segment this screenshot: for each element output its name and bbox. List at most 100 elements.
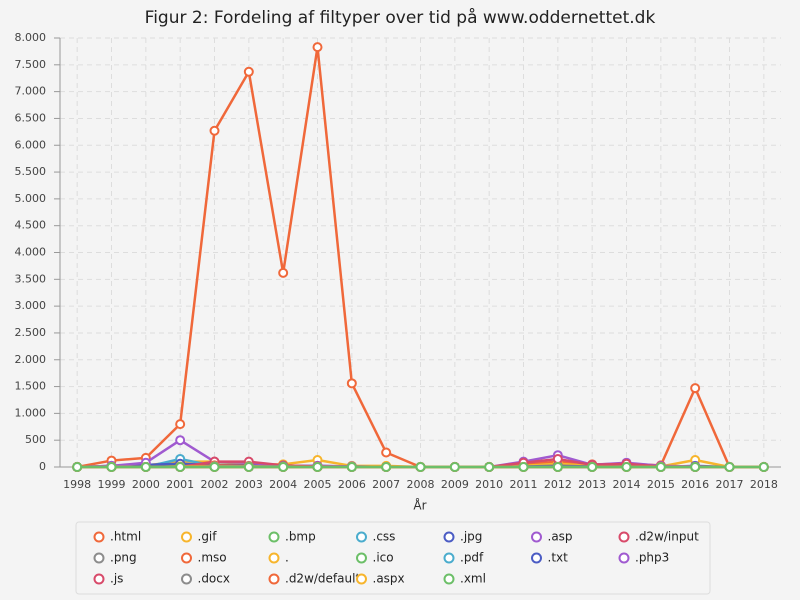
data-point [175, 435, 186, 446]
y-tick-label: 1.500 [15, 380, 47, 393]
x-tick-label: 2018 [750, 478, 778, 491]
x-tick-label: 2001 [166, 478, 194, 491]
data-point [346, 462, 357, 472]
data-point [621, 462, 632, 472]
y-tick-label: 2.500 [15, 326, 47, 339]
legend-marker [618, 552, 630, 564]
x-tick-label: 2003 [235, 478, 263, 491]
data-point [278, 462, 289, 472]
legend-marker [443, 573, 455, 585]
legend-marker [356, 531, 367, 543]
x-tick-label: 2016 [681, 478, 709, 491]
data-point [312, 462, 323, 472]
legend-label: .jpg [460, 530, 482, 544]
y-tick-label: 7.000 [15, 85, 47, 98]
x-tick-label: 2010 [475, 478, 503, 491]
legend-marker [93, 552, 105, 564]
y-tick-label: 4.000 [15, 246, 47, 259]
legend-marker [93, 531, 105, 543]
data-point [381, 447, 392, 458]
legend-box [75, 521, 711, 595]
legend-marker [93, 573, 105, 585]
legend-marker [268, 531, 280, 543]
legend-label: .aspx [373, 572, 405, 586]
legend-marker [443, 552, 455, 564]
data-point [175, 462, 186, 472]
y-tick-label: 3.500 [15, 272, 47, 285]
x-tick-label: 2012 [544, 478, 572, 491]
legend-label: . [285, 551, 289, 565]
data-point [484, 462, 495, 472]
data-point [175, 419, 186, 430]
x-tick-label: 2007 [372, 478, 400, 491]
legend-marker [268, 552, 280, 564]
y-tick-label: 5.500 [15, 165, 47, 178]
y-tick-label: 3.000 [15, 299, 47, 312]
legend-marker [443, 531, 455, 543]
x-tick-label: 2006 [338, 478, 366, 491]
data-point [552, 462, 563, 472]
legend-marker [356, 552, 367, 564]
x-tick-label: 2015 [647, 478, 675, 491]
x-tick-label: 2011 [510, 478, 538, 491]
data-point [106, 462, 117, 472]
y-tick-label: 1.000 [15, 406, 47, 419]
x-tick-label: 2004 [269, 478, 297, 491]
x-tick-label: 2002 [201, 478, 229, 491]
legend-label: .xml [460, 572, 486, 586]
legend-label: .gif [198, 530, 218, 544]
legend-label: .css [373, 530, 396, 544]
y-tick-label: 6.500 [15, 111, 47, 124]
data-point [346, 378, 357, 389]
x-tick-label: 2005 [304, 478, 332, 491]
legend-marker [531, 531, 542, 543]
x-tick-label: 2013 [578, 478, 606, 491]
x-tick-label: 2009 [441, 478, 469, 491]
data-point [724, 462, 735, 472]
legend-marker [356, 573, 367, 585]
data-point [690, 383, 701, 394]
legend-label: .d2w/input [635, 530, 699, 544]
x-tick-label: 2014 [613, 478, 641, 491]
data-point [243, 462, 254, 472]
data-point [278, 267, 289, 278]
legend-label: .asp [548, 530, 573, 544]
data-point [72, 462, 83, 472]
legend-label: .d2w/default [285, 572, 360, 586]
x-tick-label: 1998 [63, 478, 91, 491]
legend-label: .png [110, 551, 137, 565]
legend-label: .txt [548, 551, 569, 565]
data-point [552, 453, 563, 464]
y-tick-label: 4.500 [15, 219, 47, 232]
data-point [415, 462, 426, 472]
data-point [209, 125, 220, 136]
data-point [381, 462, 392, 472]
legend-label: .js [110, 572, 123, 586]
y-tick-label: 7.500 [15, 58, 47, 71]
y-tick-label: 0 [39, 460, 46, 473]
legend-label: .mso [198, 551, 227, 565]
data-point [758, 462, 769, 472]
x-tick-label: 2008 [407, 478, 435, 491]
legend-marker [181, 531, 192, 543]
data-point [243, 66, 254, 77]
legend-label: .php3 [635, 551, 669, 565]
data-point [449, 462, 460, 472]
data-point [140, 462, 151, 472]
x-tick-label: 2000 [132, 478, 160, 491]
data-point [518, 462, 529, 472]
y-tick-label: 8.000 [15, 31, 47, 44]
x-tick-label: 2017 [716, 478, 744, 491]
y-tick-label: 2.000 [15, 353, 47, 366]
data-point [312, 42, 323, 53]
legend-label: .docx [198, 572, 230, 586]
legend-label: .ico [373, 551, 394, 565]
y-tick-label: 6.000 [15, 138, 47, 151]
legend-label: .bmp [285, 530, 316, 544]
y-tick-label: 500 [25, 433, 46, 446]
data-point [209, 462, 220, 472]
legend-marker [268, 573, 280, 585]
y-tick-label: 5.000 [15, 192, 47, 205]
